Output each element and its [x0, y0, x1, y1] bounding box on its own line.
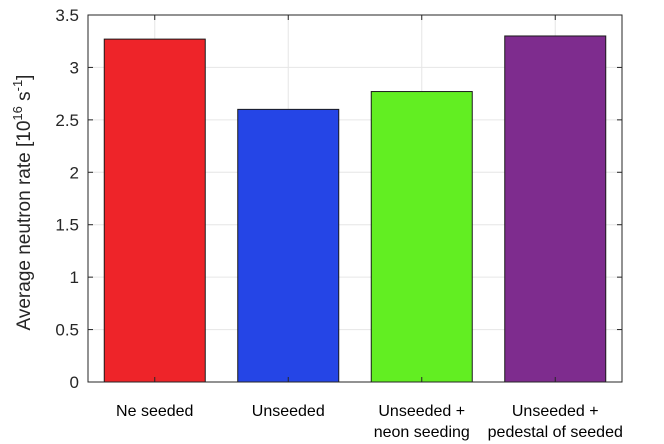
y-tick-label: 3	[70, 58, 79, 77]
y-axis-label-main: Average neutron rate [10	[14, 121, 35, 331]
y-axis-ticks: 0 0.5 1 1.5 2 2.5 3 3.5	[55, 6, 622, 392]
y-axis-label-exp2: -1	[10, 80, 25, 92]
x-tick-label-line: Unseeded +	[512, 403, 599, 420]
bar	[103, 38, 206, 383]
x-tick-label-line: pedestal of seeded	[488, 424, 623, 441]
x-tick-label-line: Ne seeded	[116, 403, 193, 420]
bars	[103, 35, 607, 383]
x-tick-label: Unseeded + neon seeding	[374, 403, 470, 441]
y-tick-label: 1.5	[55, 216, 79, 235]
y-axis-label-end: ]	[14, 75, 35, 80]
x-tick-label: Unseeded + pedestal of seeded	[488, 403, 623, 441]
bar	[504, 35, 607, 383]
y-axis-label-exp1: 16	[10, 106, 25, 120]
y-tick-label: 2	[70, 163, 79, 182]
y-tick-label: 3.5	[55, 6, 79, 25]
x-tick-label-line: Unseeded +	[378, 403, 465, 420]
y-tick-label: 1	[70, 268, 79, 287]
y-tick-label: 0	[70, 373, 79, 392]
y-tick-label: 2.5	[55, 111, 79, 130]
bar	[237, 108, 340, 383]
bar	[370, 91, 473, 383]
x-tick-label-line: neon seeding	[374, 424, 470, 441]
y-axis-label-mid: s	[14, 91, 35, 106]
x-tick-label-line: Unseeded	[252, 403, 325, 420]
x-tick-label: Unseeded	[252, 403, 325, 420]
plot-frame	[87, 14, 623, 383]
x-axis-category-labels: Ne seeded Unseeded Unseeded + neon seedingU…	[116, 403, 623, 441]
y-tick-label: 0.5	[55, 321, 79, 340]
y-axis-label: Average neutron rate [1016 s-1]	[10, 75, 35, 331]
x-tick-label: Ne seeded	[116, 403, 193, 420]
